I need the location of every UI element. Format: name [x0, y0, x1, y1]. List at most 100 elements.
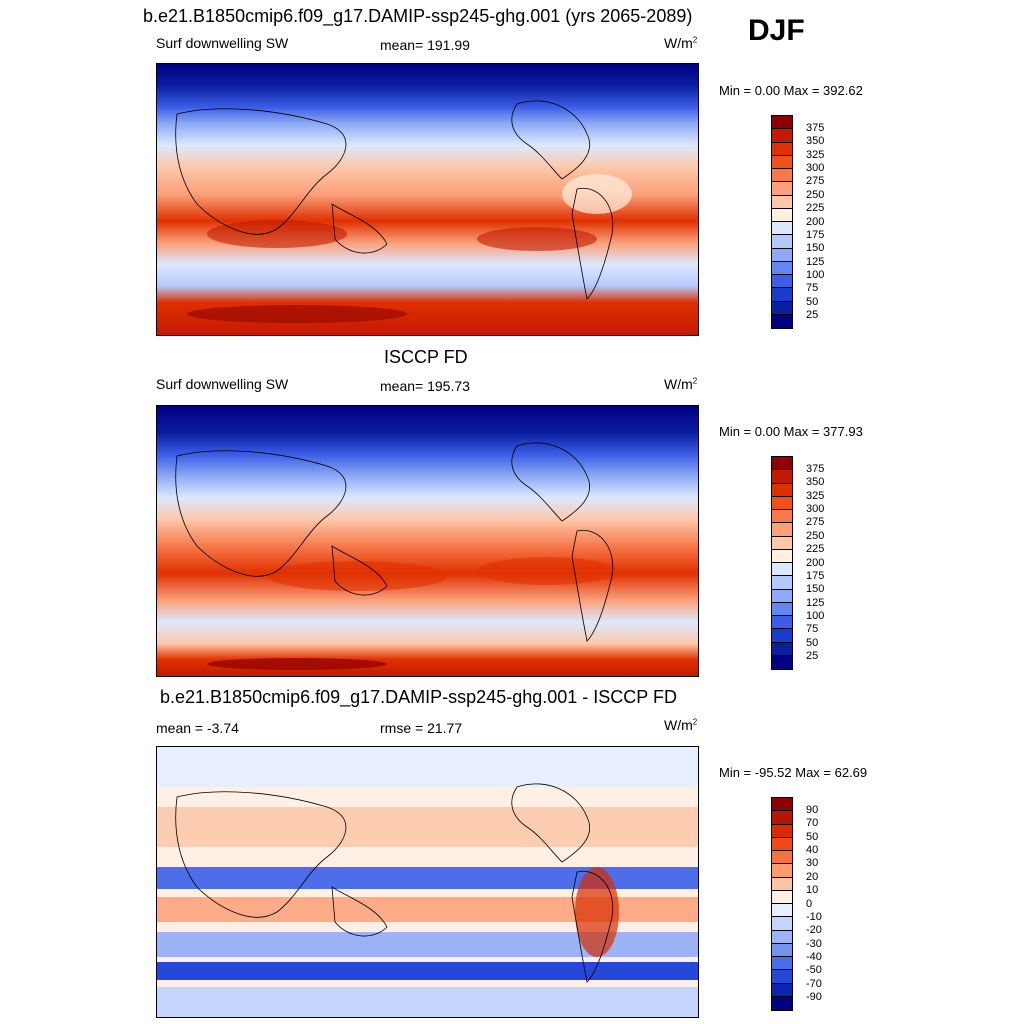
- colorbar-swatch: [772, 602, 792, 616]
- colorbar-swatch: [772, 824, 792, 838]
- panel2-title: ISCCP FD: [384, 347, 468, 367]
- colorbar-tick-label: 75: [806, 282, 819, 295]
- panel1-title: b.e21.B1850cmip6.f09_g17.DAMIP-ssp245-gh…: [143, 6, 693, 26]
- colorbar-swatch: [772, 483, 792, 497]
- panel2-variable-label: Surf downwelling SW: [156, 376, 289, 392]
- colorbar-tick-label: -10: [806, 910, 822, 923]
- colorbar-swatch: [772, 301, 792, 315]
- panel3-minmax: Min = -95.52 Max = 62.69: [719, 765, 868, 780]
- colorbar-tick-label: 275: [806, 175, 825, 188]
- colorbar-swatch: [772, 208, 792, 222]
- panel1-variable-label: Surf downwelling SW: [156, 35, 289, 51]
- colorbar-tick-label: 300: [806, 503, 825, 515]
- colorbar-tick-label: 275: [806, 516, 825, 529]
- colorbar-tick-label: 300: [806, 162, 825, 174]
- colorbar-tick-label: 0: [806, 897, 813, 910]
- colorbar-swatch: [772, 917, 792, 931]
- panel2-minmax: Min = 0.00 Max = 377.93: [719, 424, 863, 439]
- colorbar-swatch: [772, 983, 792, 997]
- colorbar-swatch: [772, 655, 792, 669]
- colorbar-tick-label: 250: [806, 188, 825, 201]
- colorbar-tick-label: 40: [806, 844, 819, 856]
- colorbar-tick-label: 125: [806, 596, 825, 609]
- colorbar-swatch: [772, 589, 792, 603]
- colorbar-tick-label: 70: [806, 817, 819, 830]
- colorbar-tick-label: 175: [806, 228, 825, 241]
- colorbar-swatch: [772, 629, 792, 643]
- panel2-map-field: [157, 406, 698, 676]
- colorbar-tick-label: 90: [806, 803, 819, 816]
- panel3-units: W/m2: [664, 717, 698, 733]
- colorbar-swatch: [772, 248, 792, 262]
- panel2-colorbar-labels: 375 350 325 300 275 250 225 200 175 150 125 100 75 50…: [806, 456, 846, 670]
- panel2-colorbar: [771, 456, 793, 670]
- colorbar-tick-label: 25: [806, 650, 819, 663]
- colorbar-swatch: [772, 129, 792, 143]
- colorbar-swatch: [772, 957, 792, 971]
- colorbar-swatch: [772, 470, 792, 484]
- colorbar-tick-label: 225: [806, 202, 825, 215]
- colorbar-tick-label: 350: [806, 135, 825, 148]
- colorbar-tick-label: -20: [806, 924, 822, 937]
- colorbar-swatch: [772, 864, 792, 878]
- colorbar-swatch: [772, 182, 792, 196]
- colorbar-swatch: [772, 116, 792, 130]
- colorbar-swatch: [772, 288, 792, 302]
- panel1-map: [156, 63, 699, 336]
- colorbar-tick-label: 50: [806, 636, 819, 649]
- colorbar-swatch: [772, 457, 792, 471]
- colorbar-tick-label: 10: [806, 884, 819, 897]
- colorbar-swatch: [772, 996, 792, 1010]
- colorbar-swatch: [772, 155, 792, 169]
- colorbar-swatch: [772, 142, 792, 156]
- colorbar-tick-label: 250: [806, 529, 825, 542]
- colorbar-swatch: [772, 261, 792, 275]
- colorbar-tick-label: 125: [806, 255, 825, 268]
- colorbar-swatch: [772, 877, 792, 891]
- colorbar-swatch: [772, 851, 792, 865]
- colorbar-swatch: [772, 890, 792, 904]
- panel3-rmse-label: rmse = 21.77: [380, 720, 463, 736]
- colorbar-swatch: [772, 195, 792, 209]
- panel1-map-field: [157, 64, 698, 335]
- colorbar-tick-label: 150: [806, 242, 825, 255]
- panel3-map: [156, 746, 699, 1018]
- colorbar-tick-label: -90: [806, 991, 822, 1004]
- colorbar-swatch: [772, 510, 792, 524]
- colorbar-tick-label: 30: [806, 857, 819, 870]
- season-label: DJF: [748, 14, 805, 47]
- panel2-map: [156, 405, 699, 677]
- colorbar-swatch: [772, 904, 792, 918]
- colorbar-tick-label: 100: [806, 610, 825, 622]
- colorbar-tick-label: 100: [806, 269, 825, 281]
- colorbar-tick-label: 325: [806, 489, 825, 502]
- colorbar-tick-label: 200: [806, 556, 825, 569]
- colorbar-swatch: [772, 930, 792, 944]
- colorbar-tick-label: -30: [806, 937, 822, 950]
- panel1-colorbar-labels: 375 350 325 300 275 250 225 200 175 150 125 100 75 50…: [806, 115, 846, 329]
- colorbar-tick-label: 50: [806, 830, 819, 843]
- colorbar-swatch: [772, 563, 792, 577]
- colorbar-tick-label: 50: [806, 295, 819, 308]
- colorbar-swatch: [772, 549, 792, 563]
- colorbar-swatch: [772, 811, 792, 825]
- panel3-title: b.e21.B1850cmip6.f09_g17.DAMIP-ssp245-gh…: [160, 687, 677, 707]
- colorbar-tick-label: 150: [806, 583, 825, 596]
- panel1-colorbar: [771, 115, 793, 329]
- colorbar-swatch: [772, 616, 792, 630]
- colorbar-swatch: [772, 496, 792, 510]
- panel2-units: W/m2: [664, 376, 698, 392]
- colorbar-tick-label: 20: [806, 870, 819, 883]
- panel3-map-field: [157, 747, 698, 1017]
- colorbar-swatch: [772, 576, 792, 590]
- colorbar-tick-label: -50: [806, 964, 822, 977]
- colorbar-swatch: [772, 314, 792, 328]
- panel3-mean-label: mean = -3.74: [156, 720, 239, 736]
- panel2-mean-label: mean= 195.73: [380, 378, 470, 394]
- colorbar-tick-label: -70: [806, 977, 822, 990]
- colorbar-tick-label: 325: [806, 148, 825, 161]
- colorbar-swatch: [772, 169, 792, 183]
- colorbar-tick-label: 350: [806, 476, 825, 489]
- colorbar-tick-label: 75: [806, 623, 819, 636]
- colorbar-swatch: [772, 970, 792, 984]
